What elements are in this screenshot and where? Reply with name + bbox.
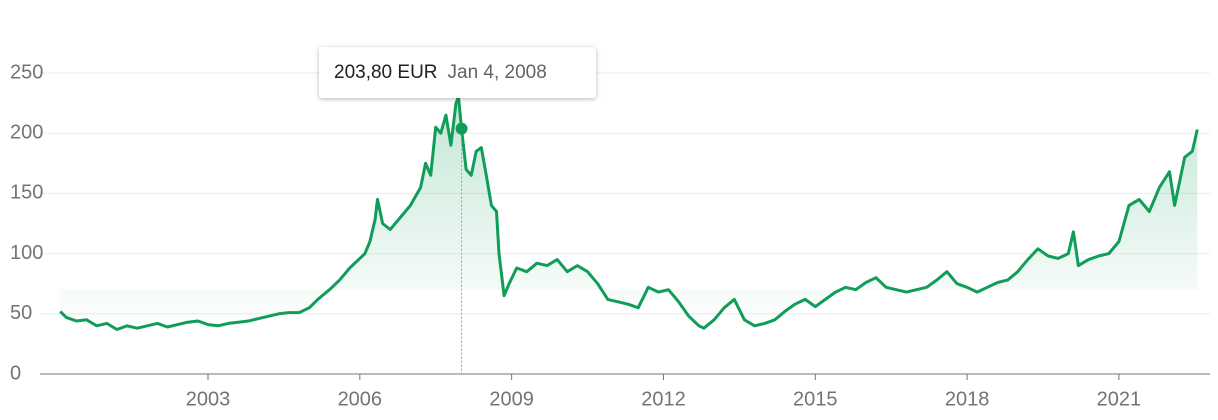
tooltip: 203,80 EUR Jan 4, 2008 [319,47,596,98]
y-tick-label: 250 [10,61,43,83]
y-tick-label: 200 [10,121,43,143]
tooltip-box [319,47,596,98]
x-tick-label: 2018 [945,388,990,410]
x-tick-label: 2006 [338,388,383,410]
x-tick-label: 2015 [793,388,838,410]
tooltip-date: Jan 4, 2008 [448,62,547,83]
price-line [59,95,1199,331]
x-tick-label: 2009 [489,388,534,410]
y-tick-label: 0 [10,362,21,384]
x-tick-label: 2012 [641,388,686,410]
tooltip-text: 203,80 EUR Jan 4, 2008 [334,62,547,83]
tooltip-value: 203,80 EUR [334,62,438,83]
y-tick-label: 50 [10,302,32,324]
plot [59,95,1199,374]
tooltip-point [455,122,468,135]
y-tick-label: 100 [10,242,43,264]
area [60,97,1198,330]
x-tick-label: 2021 [1097,388,1142,410]
y-tick-label: 150 [10,182,43,204]
x-tick-label: 2003 [186,388,231,410]
grid: 0 50 100 150 200 250 2003 2006 2009 2012 2015 2018 2… [10,61,1210,410]
